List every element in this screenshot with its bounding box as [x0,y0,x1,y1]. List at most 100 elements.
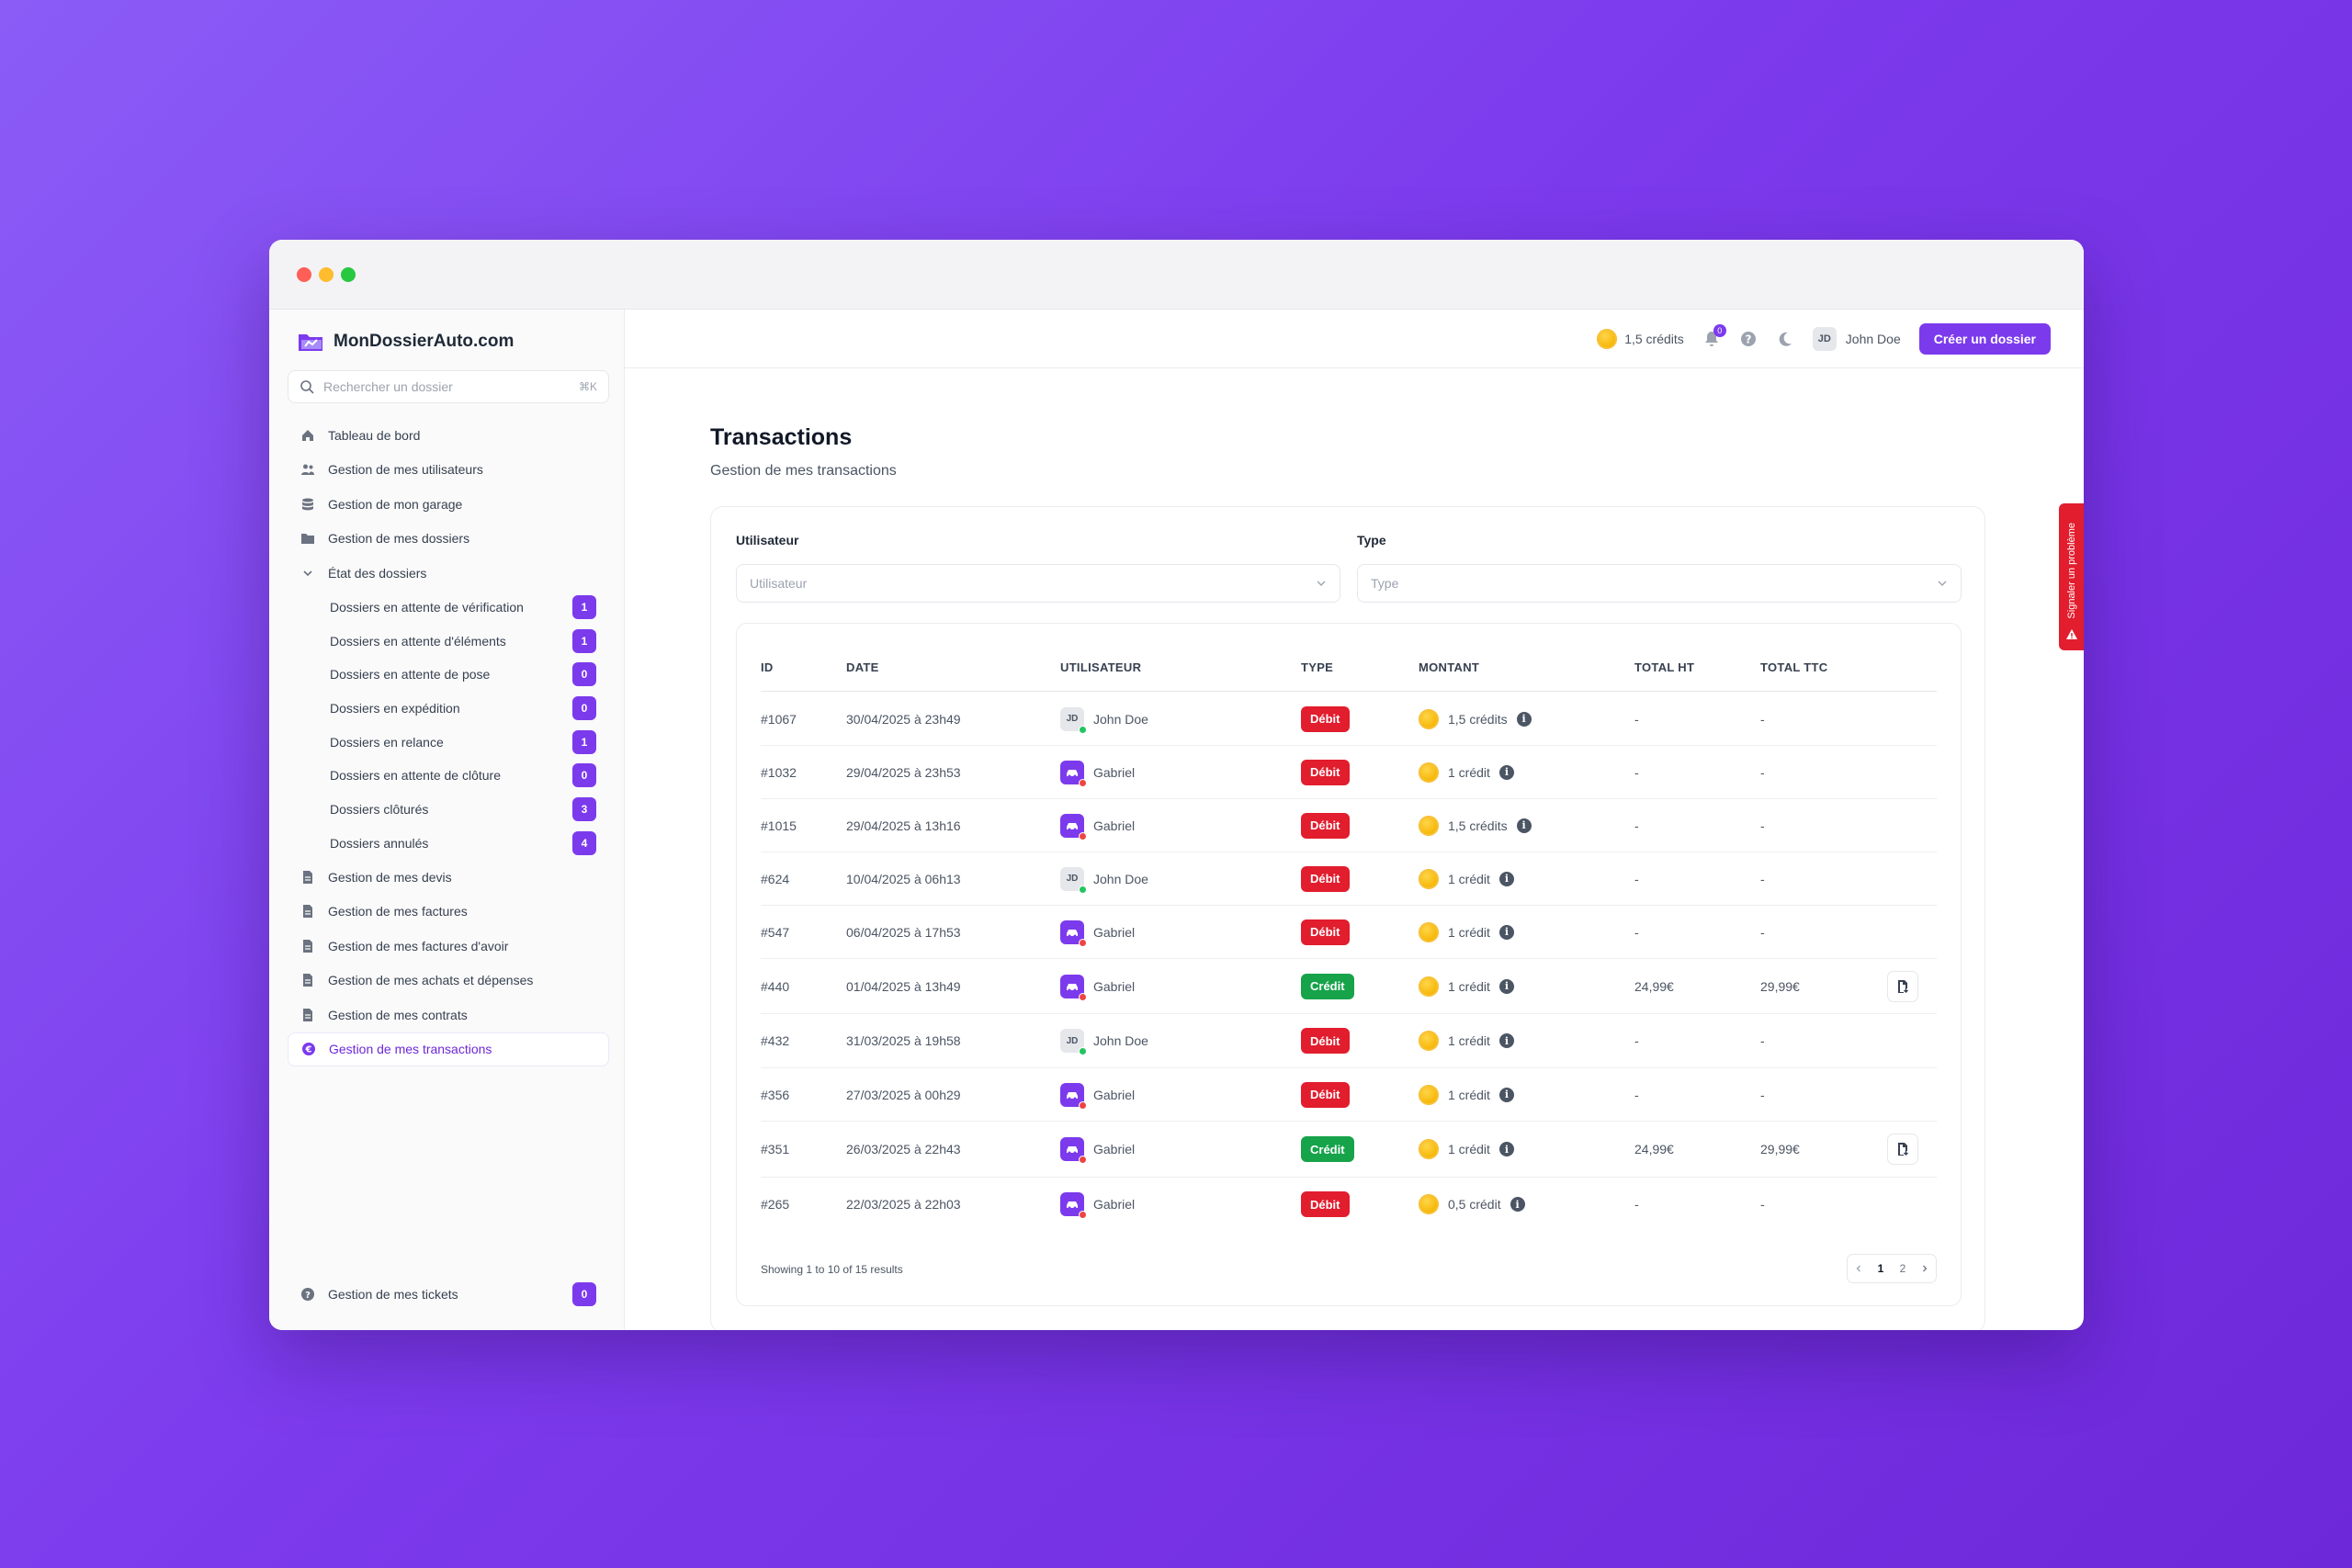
table-row[interactable]: #624 10/04/2025 à 06h13 JD John Doe Débit 1 c… [761,852,1937,906]
amount-value: 1,5 crédits [1448,711,1508,727]
cell-total-ht: - [1634,1033,1639,1048]
column-header-date[interactable]: DATE [846,660,879,674]
pagination-page-2[interactable]: 2 [1899,1262,1906,1275]
column-header-amount[interactable]: MONTANT [1419,660,1480,674]
info-icon[interactable]: i [1498,871,1514,886]
sidebar-item-etat-dossiers[interactable]: État des dossiers [288,556,609,591]
cell-user: Gabriel [1060,1137,1135,1164]
cell-type: Débit [1301,865,1350,892]
column-header-id[interactable]: ID [761,660,774,674]
column-header-user[interactable]: UTILISATEUR [1060,660,1142,674]
transactions-card: Utilisateur Utilisateur Type Type ID DAT… [710,506,1985,1330]
search-box[interactable]: ⌘K [288,370,609,403]
moon-icon [1779,332,1792,346]
sidebar-subitem-clotures[interactable]: Dossiers clôturés 3 [288,793,609,827]
info-icon[interactable]: i [1498,1142,1514,1156]
dark-mode-toggle[interactable] [1776,330,1794,348]
cell-total-ttc: - [1760,1033,1765,1048]
notifications-button[interactable]: 0 [1702,323,1726,348]
sidebar-subitem-annules[interactable]: Dossiers annulés 4 [288,826,609,860]
info-icon[interactable]: i [1516,711,1532,727]
help-button[interactable]: ? [1739,330,1758,348]
create-dossier-button[interactable]: Créer un dossier [1918,322,2051,355]
search-input[interactable] [323,379,570,394]
sidebar-subitem-pose[interactable]: Dossiers en attente de pose 0 [288,658,609,692]
help-circle-icon: ? [301,1288,314,1301]
sidebar-subitem-verification[interactable]: Dossiers en attente de vérification 1 [288,591,609,625]
table-row[interactable]: #1067 30/04/2025 à 23h49 JD John Doe Débit 1,… [761,693,1937,746]
sidebar-item-dossiers[interactable]: Gestion de mes dossiers [288,522,609,557]
pagination-next-button[interactable] [1914,1255,1936,1282]
report-problem-button[interactable]: Signaler un problème [2059,503,2084,650]
download-invoice-button[interactable] [1887,970,1918,1002]
table-row[interactable]: #432 31/03/2025 à 19h58 JD John Doe Débit 1 c… [761,1014,1937,1068]
count-badge: 0 [572,1282,596,1306]
info-icon[interactable]: i [1516,818,1532,833]
user-menu[interactable]: JD John Doe [1812,326,1901,351]
download-invoice-button[interactable] [1887,1134,1918,1165]
sidebar-subitem-relance[interactable]: Dossiers en relance 1 [288,725,609,759]
document-icon [303,939,312,953]
page-subtitle: Gestion de mes transactions [710,463,897,479]
table-row[interactable]: #547 06/04/2025 à 17h53 Gabriel Débit 1 créd… [761,906,1937,959]
credits-label: 1,5 crédits [1624,331,1684,346]
sidebar-item-garage[interactable]: Gestion de mon garage [288,487,609,522]
sidebar-subitem-expedition[interactable]: Dossiers en expédition 0 [288,692,609,726]
pagination-page-1[interactable]: 1 [1877,1262,1884,1275]
sidebar-item-factures[interactable]: Gestion de mes factures [288,895,609,930]
cell-total-ttc: 29,99€ [1760,1142,1800,1156]
sidebar-item-factures-avoir[interactable]: Gestion de mes factures d'avoir [288,929,609,964]
offline-status-dot [1079,1156,1087,1164]
info-icon[interactable]: i [1498,1087,1514,1102]
cell-type: Débit [1301,1191,1350,1217]
info-icon[interactable]: i [1510,1197,1525,1212]
sidebar-item-achats[interactable]: Gestion de mes achats et dépenses [288,964,609,998]
type-filter-select[interactable]: Type [1357,564,1962,603]
info-icon[interactable]: i [1498,924,1514,940]
cell-user: Gabriel [1060,974,1135,1001]
table-row[interactable]: #351 26/03/2025 à 22h43 Gabriel Crédit 1 cré… [761,1122,1937,1178]
type-badge: Débit [1301,705,1350,732]
sidebar-subitem-cloture[interactable]: Dossiers en attente de clôture 0 [288,759,609,793]
column-header-total-ttc[interactable]: TOTAL TTC [1760,660,1828,674]
info-icon[interactable]: i [1498,978,1514,994]
sidebar-subitem-elements[interactable]: Dossiers en attente d'éléments 1 [288,624,609,658]
amount-value: 0,5 crédit [1448,1197,1501,1212]
amount-value: 1 crédit [1448,764,1490,780]
cell-total-ttc: - [1760,924,1765,940]
svg-text:?: ? [305,1291,311,1301]
sidebar-subitem-label: Dossiers en attente de vérification [330,599,524,615]
minimize-window-button[interactable] [319,267,334,282]
sidebar-item-transactions[interactable]: € Gestion de mes transactions [288,1032,609,1066]
sidebar-item-contrats[interactable]: Gestion de mes contrats [288,998,609,1032]
count-badge: 0 [572,763,596,788]
page-title: Transactions [710,424,853,450]
column-header-total-ht[interactable]: TOTAL HT [1634,660,1695,674]
sidebar-item-devis[interactable]: Gestion de mes devis [288,860,609,895]
info-icon[interactable]: i [1498,1033,1514,1048]
info-icon[interactable]: i [1498,764,1514,780]
table-row[interactable]: #440 01/04/2025 à 13h49 Gabriel Crédit 1 cré… [761,959,1937,1014]
sidebar-item-label: Gestion de mes contrats [328,1007,468,1022]
table-row[interactable]: #1015 29/04/2025 à 13h16 Gabriel Débit 1,5 c… [761,799,1937,852]
sidebar-item-tickets[interactable]: ? Gestion de mes tickets 0 [288,1278,609,1311]
table-row[interactable]: #356 27/03/2025 à 00h29 Gabriel Débit 1 créd… [761,1068,1937,1122]
column-header-type[interactable]: TYPE [1301,660,1334,674]
table-row[interactable]: #265 22/03/2025 à 22h03 Gabriel Débit 0,5 cr… [761,1178,1937,1231]
cell-date: 26/03/2025 à 22h43 [846,1142,961,1156]
sidebar-item-users[interactable]: Gestion de mes utilisateurs [288,453,609,488]
user-filter-select[interactable]: Utilisateur [736,564,1340,603]
sidebar-subitem-label: Dossiers en attente de pose [330,667,491,682]
cell-type: Débit [1301,705,1350,732]
cell-type: Débit [1301,1028,1350,1054]
sidebar-item-dashboard[interactable]: Tableau de bord [288,418,609,453]
close-window-button[interactable] [297,267,311,282]
pagination-prev-button[interactable] [1848,1255,1870,1282]
offline-status-dot [1079,831,1087,840]
credits-balance[interactable]: 1,5 crédits [1597,328,1684,349]
table-row[interactable]: #1032 29/04/2025 à 23h53 Gabriel Débit 1 cré… [761,746,1937,799]
maximize-window-button[interactable] [341,267,356,282]
brand[interactable]: MonDossierAuto.com [297,328,514,355]
type-badge: Débit [1301,812,1350,839]
coin-icon: € [302,1043,315,1056]
